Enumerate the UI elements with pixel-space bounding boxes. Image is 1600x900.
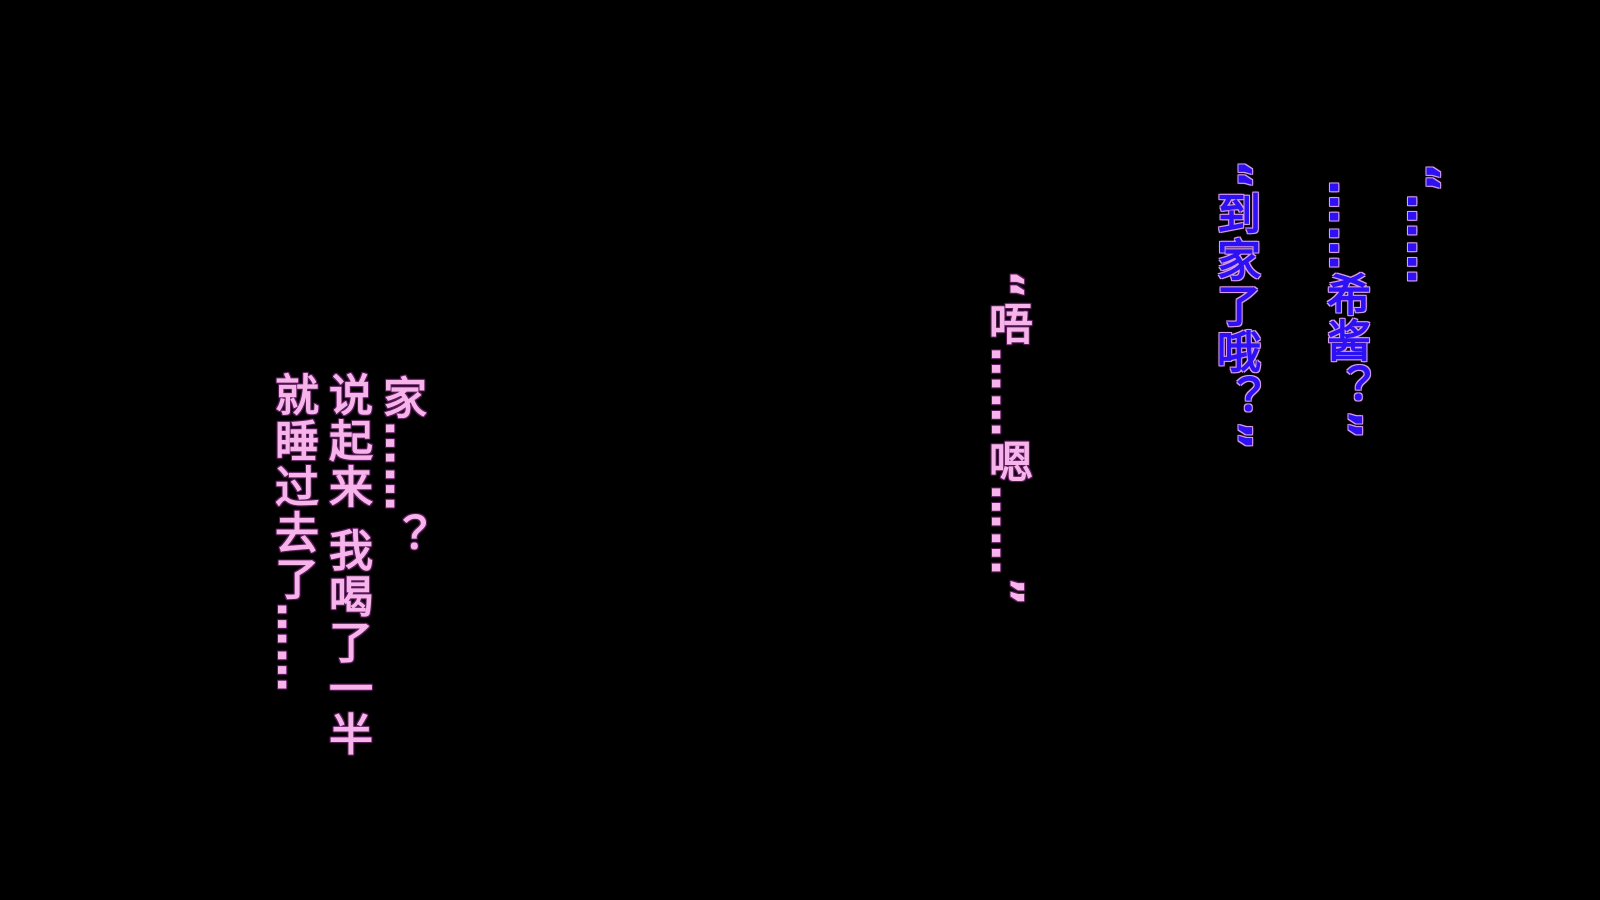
dialogue-line: “到家了哦？”: [1209, 160, 1260, 452]
monologue-line: 家……？: [375, 375, 426, 559]
dialogue-line: “……: [1397, 163, 1448, 286]
dialogue-line: ……希酱？”: [1319, 180, 1370, 441]
monologue-line: 就睡过去了……: [267, 372, 318, 694]
dialogue-line: “唔……嗯……”: [981, 270, 1032, 608]
monologue-line: 说起来 我喝了一半: [321, 372, 372, 758]
